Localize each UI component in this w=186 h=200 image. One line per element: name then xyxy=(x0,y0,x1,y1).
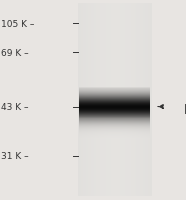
Text: p53: p53 xyxy=(184,101,186,113)
Text: 43 K –: 43 K – xyxy=(1,103,28,111)
Text: 105 K –: 105 K – xyxy=(1,20,34,28)
Text: 69 K –: 69 K – xyxy=(1,49,29,57)
Text: 31 K –: 31 K – xyxy=(1,152,29,160)
